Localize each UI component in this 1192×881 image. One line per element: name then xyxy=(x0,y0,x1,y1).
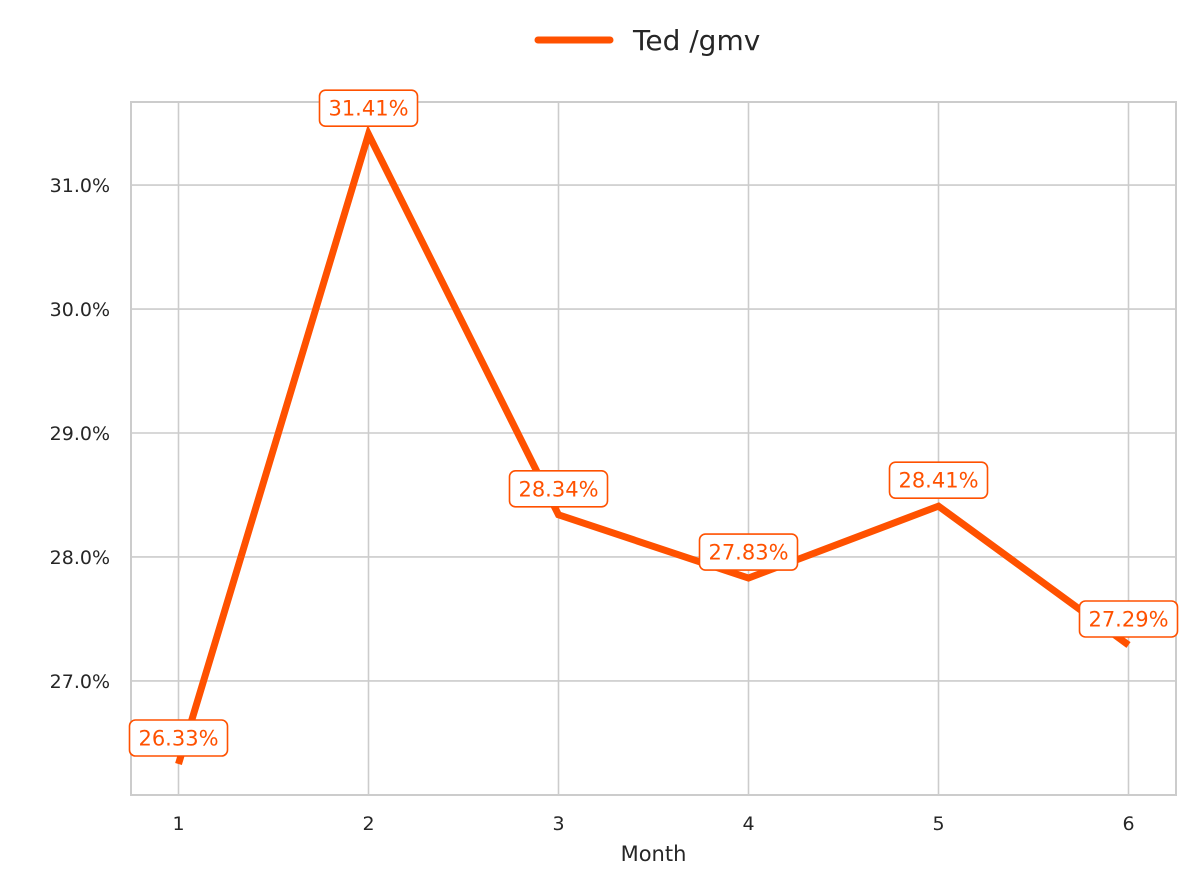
x-axis-ticks: 1 2 3 4 5 6 xyxy=(172,813,1134,835)
legend-label: Ted /gmv xyxy=(632,24,760,57)
x-tick-label: 5 xyxy=(932,813,944,835)
x-axis-title: Month xyxy=(621,842,687,866)
y-axis-ticks: 27.0% 28.0% 29.0% 30.0% 31.0% xyxy=(50,175,110,693)
data-label-text: 31.41% xyxy=(328,97,408,121)
y-tick-label: 30.0% xyxy=(50,299,110,321)
x-tick-label: 4 xyxy=(742,813,754,835)
data-label: 26.33% xyxy=(128,719,229,757)
x-tick-label: 2 xyxy=(362,813,374,835)
x-tick-label: 1 xyxy=(172,813,184,835)
data-label-box xyxy=(128,719,229,757)
data-label-text: 27.83% xyxy=(708,541,788,565)
series xyxy=(175,124,1131,766)
data-label: 27.83% xyxy=(698,533,799,571)
data-label: 28.34% xyxy=(508,470,609,508)
data-label-box xyxy=(318,89,419,128)
data-labels: 26.33% 31.41% 28.34% 27.83% 28.41% 27.29% xyxy=(128,89,1179,757)
data-label-text: 27.29% xyxy=(1088,607,1168,631)
x-tick-label: 6 xyxy=(1122,813,1134,835)
y-tick-label: 29.0% xyxy=(50,423,110,445)
grid xyxy=(131,102,1176,795)
y-tick-label: 28.0% xyxy=(50,547,110,569)
data-label-box xyxy=(698,533,799,571)
data-label-box xyxy=(888,461,989,499)
series-line xyxy=(175,124,1131,766)
data-label-box xyxy=(1078,600,1179,638)
y-tick-label: 31.0% xyxy=(50,175,110,197)
data-label-text: 26.33% xyxy=(138,727,218,751)
x-tick-label: 3 xyxy=(552,813,564,835)
data-label-box xyxy=(508,470,609,508)
data-label: 31.41% xyxy=(318,89,419,128)
data-label-text: 28.34% xyxy=(518,477,598,501)
legend: Ted /gmv xyxy=(534,24,760,57)
y-tick-label: 27.0% xyxy=(50,671,110,693)
data-label-text: 28.41% xyxy=(898,469,978,493)
data-label: 27.29% xyxy=(1078,600,1179,638)
data-label: 28.41% xyxy=(888,461,989,499)
plot-frame xyxy=(130,101,1177,796)
